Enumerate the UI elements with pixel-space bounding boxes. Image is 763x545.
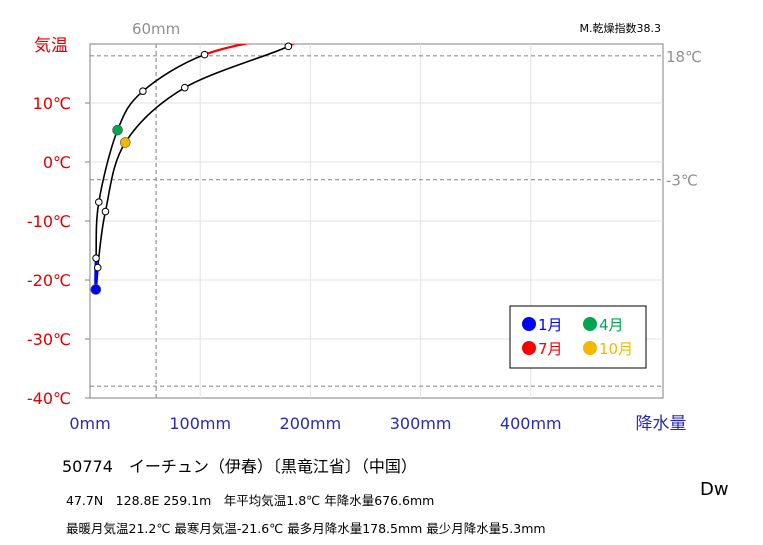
x-axis-title: 降水量 — [636, 414, 687, 434]
y-tick-label: -30℃ — [27, 330, 71, 349]
x-tick-label: 200mm — [280, 414, 342, 433]
x-tick-label: 0mm — [69, 414, 110, 433]
y-tick-label: -20℃ — [27, 271, 71, 290]
legend-box — [509, 305, 647, 369]
y-axis-title: 気温 — [34, 36, 68, 56]
month-point-11 — [101, 207, 110, 216]
aridity-index-label: M.乾燥指数38.3 — [580, 21, 661, 35]
month-point-1 — [90, 284, 102, 295]
month-point-8 — [284, 42, 293, 51]
climate-curve-segment — [184, 45, 289, 89]
climate-curve-segment — [98, 129, 119, 203]
y-tick-label: 0℃ — [43, 153, 71, 172]
stats-line-2: 最暖月気温21.2℃ 最寒月気温-21.6℃ 最多月降水量178.5mm 最少月… — [66, 521, 546, 536]
climate-curve-segment — [142, 53, 205, 92]
legend-marker — [522, 341, 536, 355]
legend-label: 4月 — [599, 316, 624, 334]
climograph: 18℃ -3℃ 60mm 10℃ 0℃ -10℃ -20℃ -30℃ -40℃ 0mm 100m… — [27, 20, 702, 434]
climate-curve-segment — [104, 142, 126, 212]
x-tick-label: 100mm — [169, 414, 231, 433]
y-tick-label: -10℃ — [27, 212, 71, 231]
legend-label: 1月 — [538, 316, 563, 334]
month-point-12 — [93, 263, 102, 272]
x-tick-label: 400mm — [500, 414, 562, 433]
climate-curve-segment — [204, 44, 250, 56]
reference-line-label: -3℃ — [666, 172, 698, 190]
station-title: 50774 イーチュン（伊春）〔黒竜江省〕（中国） — [62, 457, 417, 476]
month-point-2 — [92, 254, 100, 262]
month-point-4 — [112, 124, 123, 136]
climate-curve-segment — [287, 44, 295, 48]
month-point-3 — [95, 198, 103, 206]
climate-code: Dw — [700, 479, 729, 500]
legend-marker — [583, 341, 597, 355]
reference-line-label: 60mm — [132, 20, 180, 38]
y-tick-label: -40℃ — [27, 389, 71, 408]
month-point-5 — [139, 87, 147, 95]
legend-label: 10月 — [599, 340, 633, 358]
month-point-10 — [119, 137, 131, 148]
x-tick-label: 300mm — [390, 414, 452, 433]
climate-curve-segment — [124, 86, 186, 143]
climate-curve-segment — [95, 201, 100, 259]
stats-line-1: 47.7N 128.8E 259.1m 年平均気温1.8℃ 年降水量676.6m… — [66, 493, 435, 508]
month-point-9 — [180, 83, 189, 92]
legend-marker — [522, 317, 536, 331]
legend-marker — [583, 317, 597, 331]
reference-line-label: 18℃ — [666, 48, 702, 66]
legend-label: 7月 — [538, 340, 563, 358]
month-point-6 — [200, 50, 209, 59]
y-tick-label: 10℃ — [33, 94, 71, 113]
